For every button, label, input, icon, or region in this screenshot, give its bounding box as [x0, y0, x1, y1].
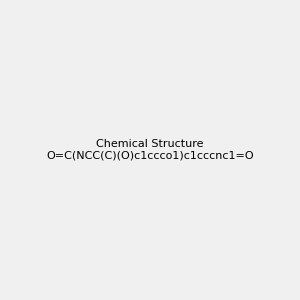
- Text: Chemical Structure
O=C(NCC(C)(O)c1ccco1)c1cccnc1=O: Chemical Structure O=C(NCC(C)(O)c1ccco1)…: [46, 139, 254, 161]
